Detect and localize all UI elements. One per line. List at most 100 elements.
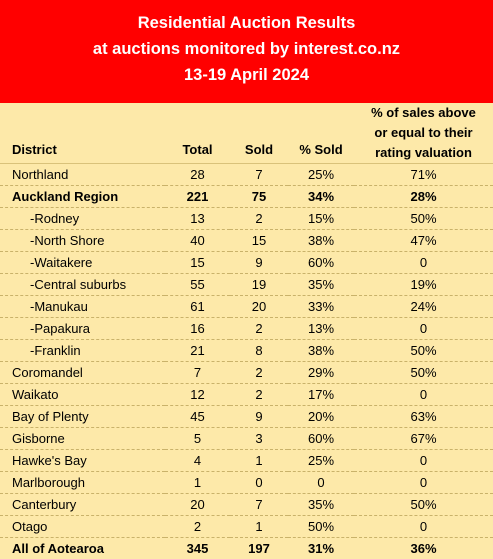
cell-sold: 7: [230, 164, 288, 186]
cell-sold: 2: [230, 318, 288, 340]
cell-district: Northland: [0, 164, 165, 186]
cell-total: 4: [165, 450, 230, 472]
cell-total: 55: [165, 274, 230, 296]
cell-total: 221: [165, 186, 230, 208]
column-header-above-valuation: % of sales above or equal to their ratin…: [354, 103, 493, 164]
cell-sold: 2: [230, 208, 288, 230]
cell-pct-sold: 17%: [288, 384, 354, 406]
cell-pct-sold: 60%: [288, 428, 354, 450]
cell-district: All of Aotearoa: [0, 538, 165, 559]
cell-above-valuation: 0: [354, 384, 493, 406]
cell-district: -Central suburbs: [0, 274, 165, 296]
cell-pct-sold: 15%: [288, 208, 354, 230]
cell-pct-sold: 34%: [288, 186, 354, 208]
title-line-2: at auctions monitored by interest.co.nz: [0, 36, 493, 62]
cell-total: 13: [165, 208, 230, 230]
cell-district: Bay of Plenty: [0, 406, 165, 428]
cell-total: 2: [165, 516, 230, 538]
cell-above-valuation: 24%: [354, 296, 493, 318]
cell-above-valuation: 67%: [354, 428, 493, 450]
cell-pct-sold: 13%: [288, 318, 354, 340]
cell-pct-sold: 60%: [288, 252, 354, 274]
column-header-above-line-2: or equal to their: [354, 123, 493, 143]
cell-district: -Rodney: [0, 208, 165, 230]
cell-above-valuation: 0: [354, 472, 493, 494]
cell-above-valuation: 0: [354, 516, 493, 538]
cell-pct-sold: 0: [288, 472, 354, 494]
cell-above-valuation: 71%: [354, 164, 493, 186]
cell-above-valuation: 28%: [354, 186, 493, 208]
cell-pct-sold: 20%: [288, 406, 354, 428]
cell-total: 28: [165, 164, 230, 186]
cell-above-valuation: 0: [354, 450, 493, 472]
cell-total: 40: [165, 230, 230, 252]
cell-total: 12: [165, 384, 230, 406]
cell-above-valuation: 19%: [354, 274, 493, 296]
cell-above-valuation: 50%: [354, 208, 493, 230]
cell-total: 345: [165, 538, 230, 559]
cell-district: -Waitakere: [0, 252, 165, 274]
cell-district: Otago: [0, 516, 165, 538]
cell-total: 61: [165, 296, 230, 318]
cell-above-valuation: 50%: [354, 340, 493, 362]
cell-pct-sold: 50%: [288, 516, 354, 538]
cell-sold: 75: [230, 186, 288, 208]
cell-above-valuation: 63%: [354, 406, 493, 428]
cell-pct-sold: 29%: [288, 362, 354, 384]
cell-above-valuation: 50%: [354, 494, 493, 516]
cell-pct-sold: 35%: [288, 274, 354, 296]
cell-sold: 9: [230, 406, 288, 428]
cell-above-valuation: 36%: [354, 538, 493, 559]
cell-sold: 7: [230, 494, 288, 516]
auction-results-table: District Total Sold % Sold % of sales ab…: [0, 103, 493, 559]
cell-sold: 1: [230, 450, 288, 472]
cell-district: -Franklin: [0, 340, 165, 362]
cell-above-valuation: 0: [354, 318, 493, 340]
cell-district: Canterbury: [0, 494, 165, 516]
cell-total: 20: [165, 494, 230, 516]
cell-total: 45: [165, 406, 230, 428]
cell-total: 15: [165, 252, 230, 274]
cell-total: 1: [165, 472, 230, 494]
cell-pct-sold: 25%: [288, 450, 354, 472]
column-header-sold: Sold: [230, 103, 288, 164]
cell-pct-sold: 31%: [288, 538, 354, 559]
cell-district: Hawke's Bay: [0, 450, 165, 472]
cell-sold: 8: [230, 340, 288, 362]
cell-sold: 3: [230, 428, 288, 450]
cell-total: 21: [165, 340, 230, 362]
cell-pct-sold: 38%: [288, 340, 354, 362]
title-banner: Residential Auction Results at auctions …: [0, 0, 493, 103]
cell-pct-sold: 33%: [288, 296, 354, 318]
cell-district: Marlborough: [0, 472, 165, 494]
cell-sold: 1: [230, 516, 288, 538]
cell-district: Gisborne: [0, 428, 165, 450]
cell-sold: 2: [230, 362, 288, 384]
title-line-1: Residential Auction Results: [0, 10, 493, 36]
cell-district: -Papakura: [0, 318, 165, 340]
cell-district: -Manukau: [0, 296, 165, 318]
cell-district: Waikato: [0, 384, 165, 406]
cell-total: 5: [165, 428, 230, 450]
cell-above-valuation: 47%: [354, 230, 493, 252]
cell-sold: 2: [230, 384, 288, 406]
column-header-above-line-3: rating valuation: [354, 143, 493, 163]
cell-pct-sold: 38%: [288, 230, 354, 252]
cell-total: 7: [165, 362, 230, 384]
column-header-district: District: [0, 103, 165, 164]
column-header-total: Total: [165, 103, 230, 164]
cell-district: Coromandel: [0, 362, 165, 384]
cell-district: -North Shore: [0, 230, 165, 252]
header-row: District Total Sold % Sold % of sales ab…: [0, 103, 493, 164]
